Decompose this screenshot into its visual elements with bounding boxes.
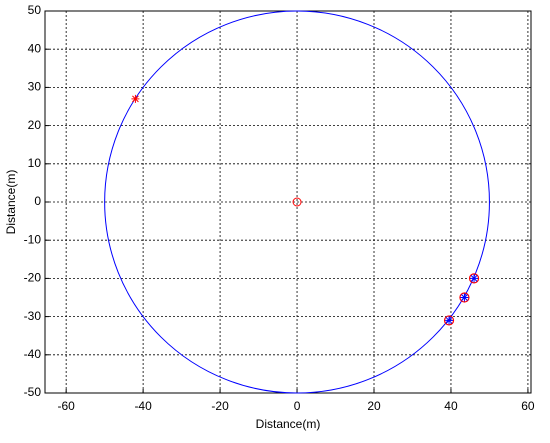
y-tick-label: 0 <box>34 194 41 208</box>
y-tick-label: -50 <box>24 385 42 399</box>
y-tick-label: 10 <box>28 156 42 170</box>
y-tick-label: -40 <box>24 347 42 361</box>
x-tick-label: -20 <box>211 399 229 413</box>
y-tick-label: -10 <box>24 232 42 246</box>
point <box>292 197 302 207</box>
circle-glyph <box>459 292 470 303</box>
x-tick-label: 60 <box>521 399 535 413</box>
point <box>131 94 140 103</box>
point <box>468 273 480 284</box>
y-tick-label: 30 <box>28 80 42 94</box>
star-glyph <box>460 293 469 302</box>
x-tick-label: 40 <box>444 399 458 413</box>
x-tick-label: -60 <box>57 399 75 413</box>
x-tick-label: 0 <box>294 399 301 413</box>
range-circle <box>104 10 490 394</box>
y-tick-label: 40 <box>28 41 42 55</box>
x-tick-label: 20 <box>367 399 381 413</box>
y-tick-label: -20 <box>24 271 42 285</box>
x-tick-label: -40 <box>134 399 152 413</box>
circle-glyph <box>292 197 302 207</box>
point <box>459 292 470 303</box>
star-glyph <box>445 316 454 325</box>
y-tick-label: -30 <box>24 309 42 323</box>
circle-glyph <box>468 273 480 284</box>
y-tick-label: 50 <box>28 3 42 17</box>
y-axis-label: Distance(m) <box>4 170 18 235</box>
point <box>443 315 455 326</box>
circle-glyph <box>443 315 455 326</box>
x-axis-label: Distance(m) <box>256 417 321 431</box>
star-glyph <box>131 94 140 103</box>
y-tick-label: 20 <box>28 118 42 132</box>
star-glyph <box>470 274 479 283</box>
